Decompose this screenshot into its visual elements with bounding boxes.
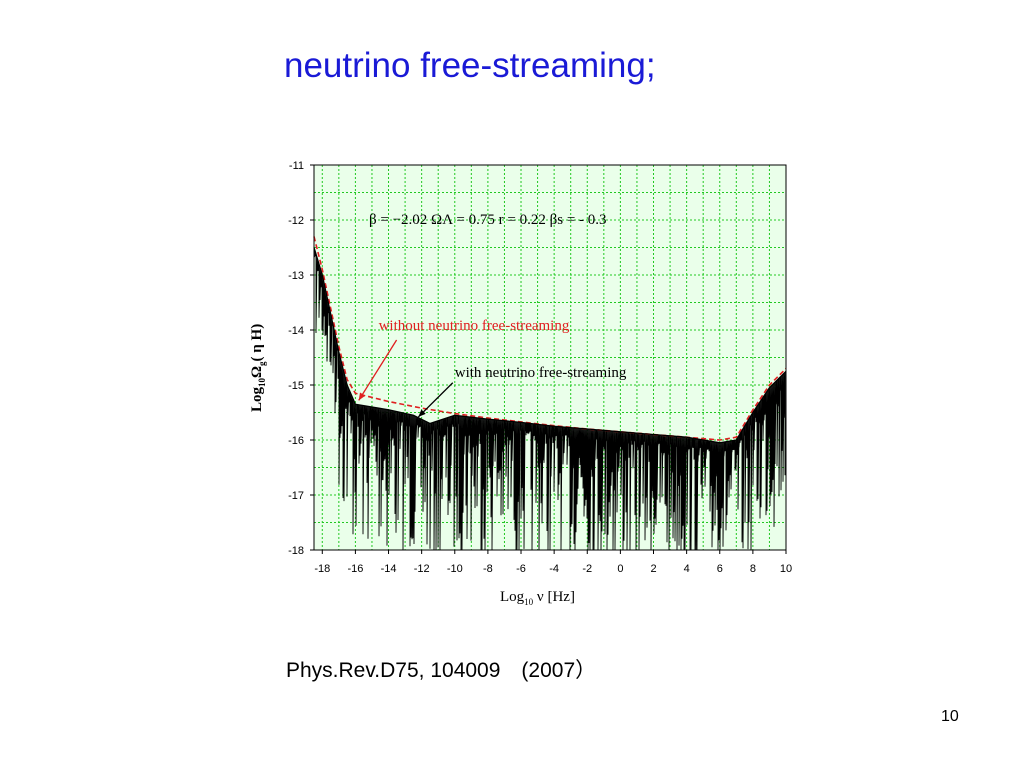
slide-title: neutrino free-streaming; — [284, 46, 656, 85]
annotation-arrowhead — [358, 392, 366, 401]
y-axis-title: Log10Ωg( η H) — [249, 324, 267, 412]
annotation-arrow — [358, 339, 398, 401]
x-tick-label: -6 — [516, 563, 526, 575]
annotations: without neutrino free-streaming with neut… — [358, 318, 627, 418]
y-tick-label: -18 — [288, 545, 304, 557]
x-tick-label: 0 — [617, 563, 623, 575]
x-tick-label: 4 — [684, 563, 690, 575]
noise-trace — [314, 250, 786, 551]
x-tick-label: -8 — [483, 563, 493, 575]
axis-ticks: -18 -16 -14 -12 -10 -8 -6 -4 -2 0 2 4 6 8 10 -11 -12 -13 -… — [288, 160, 792, 575]
series-line-with — [313, 247, 787, 444]
x-tick-label: -12 — [414, 563, 430, 575]
y-tick-label: -11 — [289, 160, 304, 172]
x-tick-label: 10 — [780, 563, 792, 575]
x-tick-label: 2 — [650, 563, 656, 575]
x-tick-label: 6 — [717, 563, 723, 575]
parameters-text: β = −2.02 ΩΛ = 0.75 r = 0.22 βs = - 0.3 — [369, 212, 607, 228]
x-tick-label: -14 — [381, 563, 397, 575]
x-tick-label: -4 — [549, 563, 559, 575]
x-axis-title: Log10 ν [Hz] — [500, 589, 575, 607]
annotation-arrow — [417, 382, 454, 418]
annotation-label: without neutrino free-streaming — [379, 318, 570, 334]
x-tick-label: -2 — [582, 563, 592, 575]
y-tick-label: -14 — [288, 325, 304, 337]
annotation-arrowhead — [418, 409, 426, 417]
page-number: 10 — [941, 708, 959, 725]
y-tick-label: -17 — [288, 490, 304, 502]
y-tick-label: -12 — [288, 215, 304, 227]
x-tick-label: -10 — [447, 563, 463, 575]
y-tick-label: -13 — [288, 270, 304, 282]
plot-frame — [313, 164, 787, 551]
x-tick-label: -18 — [314, 563, 330, 575]
series-lines — [313, 236, 787, 444]
annotation-label: with neutrino free-streaming — [455, 365, 627, 381]
x-tick-label: 8 — [750, 563, 756, 575]
y-tick-label: -16 — [288, 435, 304, 447]
citation: Phys.Rev.D75, 104009 (2007） — [286, 659, 597, 682]
y-tick-label: -15 — [288, 380, 304, 392]
noise-band — [314, 250, 786, 551]
x-tick-label: -16 — [347, 563, 363, 575]
